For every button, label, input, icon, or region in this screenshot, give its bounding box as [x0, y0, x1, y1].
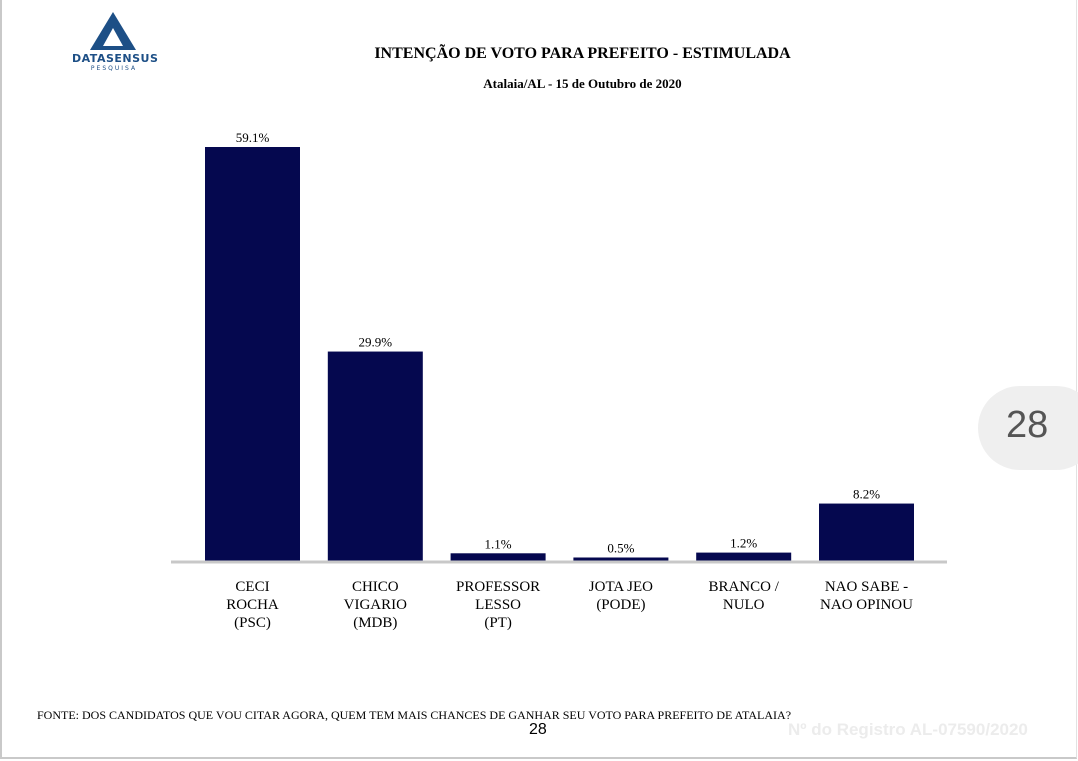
- bar-4: [696, 552, 792, 561]
- category-label: (PSC): [234, 615, 271, 631]
- category-label: (MDB): [353, 615, 397, 631]
- category-label: (PODE): [596, 597, 645, 613]
- category-label: JOTA JEO: [589, 579, 653, 595]
- chart-title: INTENÇÃO DE VOTO PARA PREFEITO - ESTIMUL…: [374, 45, 791, 62]
- bar-1: [327, 351, 423, 561]
- logo-name: DATASENSUS: [72, 52, 159, 65]
- category-label: NAO SABE -: [825, 579, 908, 595]
- page-number-indicator: 28: [1006, 404, 1049, 446]
- bar-value-label: 1.2%: [730, 536, 757, 551]
- category-label: NAO OPINOU: [820, 597, 913, 613]
- bar-value-label: 29.9%: [359, 335, 393, 350]
- bar-3: [573, 557, 669, 561]
- bar-value-label: 59.1%: [236, 130, 270, 145]
- category-label: CECI: [235, 579, 269, 595]
- bar-value-label: 1.1%: [485, 536, 512, 551]
- category-label: PROFESSOR: [456, 579, 540, 595]
- bar-value-label: 8.2%: [853, 487, 880, 502]
- category-label: ROCHA: [226, 597, 279, 613]
- footer-source-note: FONTE: DOS CANDIDATOS QUE VOU CITAR AGOR…: [37, 708, 792, 722]
- footer-page-number: 28: [529, 721, 547, 738]
- logo-subtitle: PESQUISA: [90, 65, 138, 72]
- logo-mountain-icon: [90, 12, 136, 50]
- category-label: VIGARIO: [344, 597, 407, 613]
- page-number-bubble[interactable]: 28: [978, 386, 1078, 470]
- category-label: CHICO: [352, 579, 399, 595]
- category-label: (PT): [484, 615, 512, 631]
- bar-0: [205, 147, 300, 561]
- category-label: NULO: [723, 597, 765, 613]
- bar-value-label: 0.5%: [607, 540, 634, 555]
- chart-subtitle: Atalaia/AL - 15 de Outubro de 2020: [483, 76, 682, 91]
- registry-watermark: Nº do Registro AL-07590/2020: [788, 720, 1028, 739]
- category-label: BRANCO /: [708, 579, 779, 595]
- bar-2: [450, 553, 546, 561]
- bar-5: [819, 503, 914, 561]
- datasensus-logo: DATASENSUS PESQUISA: [72, 12, 159, 74]
- category-label: LESSO: [475, 597, 521, 613]
